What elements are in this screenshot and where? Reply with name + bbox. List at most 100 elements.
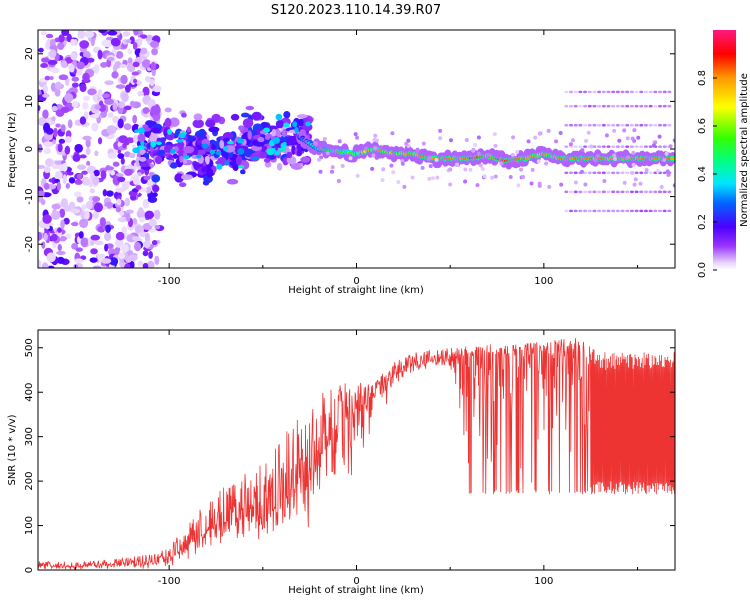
heatmap-cell [373,146,378,151]
heatmap-cell [80,210,85,219]
heatmap-cell [583,171,588,175]
heatmap-cell [521,174,526,179]
heatmap-cell [93,240,104,246]
heatmap-cell [573,145,578,148]
heatmap-cell [124,197,130,207]
heatmap-cell [92,210,99,219]
bottom-x-tick-label: -100 [158,576,181,587]
heatmap-cell [300,156,311,163]
heatmap-cell [115,206,122,213]
heatmap-cell [606,190,611,194]
heatmap-cell [592,190,597,194]
heatmap-cell [90,234,101,241]
heatmap-cell [430,176,435,181]
heatmap-cell [58,34,65,43]
heatmap-cell [137,260,144,267]
heatmap-cell [92,265,102,268]
heatmap-cell [195,149,206,155]
heatmap-cell [107,56,115,62]
heatmap-cell [76,61,85,70]
heatmap-cell [274,150,281,156]
heatmap-cell [544,161,549,166]
heatmap-cell [611,190,616,194]
heatmap-cell [330,169,335,174]
heatmap-cell [529,181,534,186]
heatmap-cell [611,145,616,148]
heatmap-cell [583,123,588,127]
heatmap-cell [59,208,66,218]
heatmap-cell [625,171,630,175]
heatmap-cell [587,104,592,108]
heatmap-cell [667,190,672,194]
heatmap-cell [139,149,146,154]
heatmap-cell [597,209,602,213]
heatmap-cell [597,90,602,94]
heatmap-cell [61,30,70,37]
heatmap-cell [117,252,126,259]
heatmap-cell [168,154,174,160]
heatmap-cell [38,259,42,268]
heatmap-cell [112,161,120,167]
heatmap-cell [620,190,625,194]
heatmap-cell [183,155,190,160]
heatmap-cell [38,143,43,153]
heatmap-cell [87,88,97,96]
heatmap-cell [435,175,440,180]
heatmap-cell [639,90,644,94]
heatmap-cell [66,33,72,43]
heatmap-cell [70,52,77,61]
heatmap-cell [92,196,101,202]
heatmap-cell [79,218,89,229]
heatmap-cell [60,106,70,113]
heatmap-cell [178,132,186,139]
heatmap-cell [658,145,663,148]
heatmap-cell [43,166,51,174]
heatmap-cell [72,153,81,162]
heatmap-cell [137,127,145,135]
colorbar-tick-label: 0.6 [697,118,708,134]
heatmap-cell [634,171,639,175]
heatmap-cell [665,169,670,174]
heatmap-cell [146,260,155,268]
heatmap-cell [121,226,128,235]
heatmap-cell [336,178,341,183]
heatmap-cell [537,181,542,186]
heatmap-cell [40,62,49,69]
heatmap-cell [592,171,597,175]
heatmap-cell [634,123,639,127]
heatmap-cell [70,208,81,214]
heatmap-cell [71,76,80,82]
heatmap-cell [80,237,89,248]
heatmap-cell [115,51,124,59]
heatmap-cell [251,111,262,121]
colorbar-tick-label: 0.8 [697,70,708,86]
heatmap-cell [45,224,50,230]
heatmap-cell [139,162,150,168]
heatmap-cell [128,152,136,159]
heatmap-cell [282,141,287,146]
heatmap-cell [132,114,138,124]
heatmap-cell [587,171,592,175]
top-x-tick-label: -100 [158,276,181,287]
heatmap-cell [428,164,433,169]
heatmap-cell [587,209,592,213]
heatmap-cell [286,155,297,165]
bottom-y-label: SNR (10 * v/v) [7,414,18,485]
heatmap-cell [204,156,210,163]
heatmap-cell [57,227,62,233]
heatmap-cell [564,145,569,148]
heatmap-cell [281,129,287,138]
heatmap-cell [667,209,672,213]
heatmap-cell [601,145,606,148]
heatmap-cell [222,146,229,152]
heatmap-cell [82,50,91,59]
heatmap-cell [117,176,126,183]
heatmap-cell [164,117,172,128]
heatmap-cell [658,104,663,108]
heatmap-cell [124,84,131,93]
heatmap-cell [573,190,578,194]
heatmap-cell [111,71,119,79]
heatmap-cell [67,119,73,129]
heatmap-cell [569,209,574,213]
heatmap-cell [373,133,378,138]
